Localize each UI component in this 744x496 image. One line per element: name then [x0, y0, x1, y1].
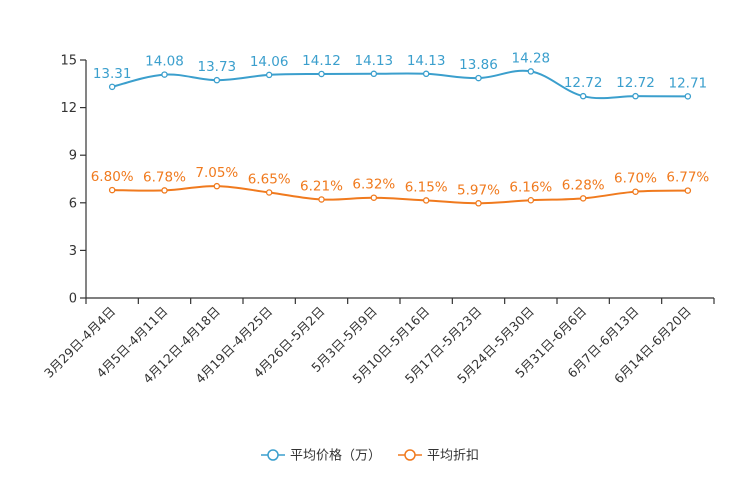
- data-labels-layer: 13.31 14.08 13.73 14.06 14.12 14.13 14.13 13.86…: [91, 50, 710, 198]
- data-point: [370, 70, 378, 78]
- data-label: 14.06: [250, 54, 289, 70]
- y-tick-label: 3: [69, 244, 77, 259]
- data-point: [684, 93, 692, 100]
- data-point: [684, 187, 692, 194]
- data-point: [318, 70, 325, 78]
- data-label: 13.73: [198, 59, 237, 75]
- data-label: 6.70%: [614, 171, 657, 187]
- legend-marker-icon: [267, 449, 279, 461]
- y-tick-label: 15: [60, 54, 77, 69]
- data-point: [527, 68, 535, 75]
- y-tick-label: 12: [60, 101, 77, 116]
- data-label: 14.08: [145, 54, 184, 70]
- series-line-0: [111, 69, 688, 100]
- x-axis: 3月29日-4月4日4月5日-4月11日4月12日-4月18日4月19日-4月2…: [41, 297, 715, 386]
- data-label: 6.77%: [666, 170, 709, 186]
- data-point: [475, 74, 482, 82]
- data-point: [579, 195, 587, 202]
- data-label: 12.71: [669, 75, 708, 91]
- data-label: 6.78%: [143, 169, 186, 185]
- data-point: [265, 189, 273, 196]
- data-label: 14.13: [407, 53, 446, 69]
- y-tick-label: 9: [69, 149, 77, 164]
- data-label: 6.15%: [405, 179, 448, 195]
- data-point: [422, 197, 430, 204]
- data-point: [632, 188, 639, 195]
- data-label: 6.32%: [352, 177, 395, 193]
- data-label: 6.16%: [509, 179, 552, 195]
- data-label: 14.13: [355, 53, 394, 69]
- y-tick-label: 0: [69, 292, 77, 307]
- data-point: [422, 70, 430, 78]
- data-label: 6.28%: [562, 177, 605, 193]
- series-line-1: [112, 185, 688, 205]
- data-label: 5.97%: [457, 182, 500, 198]
- data-label: 7.05%: [195, 165, 238, 181]
- data-label: 12.72: [616, 75, 655, 91]
- data-point: [213, 76, 221, 84]
- data-label: 14.28: [512, 50, 551, 66]
- data-point: [108, 83, 116, 91]
- data-point: [370, 194, 378, 201]
- legend-label: 平均折扣: [427, 449, 479, 464]
- data-point: [632, 92, 639, 100]
- data-point: [579, 92, 587, 100]
- data-point: [475, 200, 482, 207]
- data-point: [318, 196, 325, 203]
- data-point: [527, 197, 535, 204]
- data-label: 13.86: [459, 57, 498, 73]
- y-axis: 0 3 6 9 12 15: [60, 54, 87, 307]
- data-label: 6.21%: [300, 178, 343, 194]
- data-label: 6.65%: [248, 171, 291, 187]
- legend-marker-icon: [404, 449, 416, 461]
- data-label: 12.72: [564, 75, 603, 91]
- data-point: [161, 187, 168, 194]
- y-tick-label: 6: [69, 196, 77, 211]
- series-layer: [108, 68, 692, 207]
- data-point: [265, 71, 273, 79]
- data-label: 6.80%: [91, 169, 134, 185]
- data-label: 14.12: [302, 53, 341, 69]
- data-point: [108, 186, 116, 194]
- data-point: [161, 71, 168, 78]
- legend: 平均价格（万） 平均折扣: [261, 448, 479, 464]
- legend-item-0: 平均价格（万）: [261, 448, 381, 464]
- data-point: [213, 182, 221, 190]
- legend-item-1: 平均折扣: [398, 449, 479, 464]
- data-label: 13.31: [93, 66, 132, 82]
- legend-label: 平均价格（万）: [290, 448, 381, 464]
